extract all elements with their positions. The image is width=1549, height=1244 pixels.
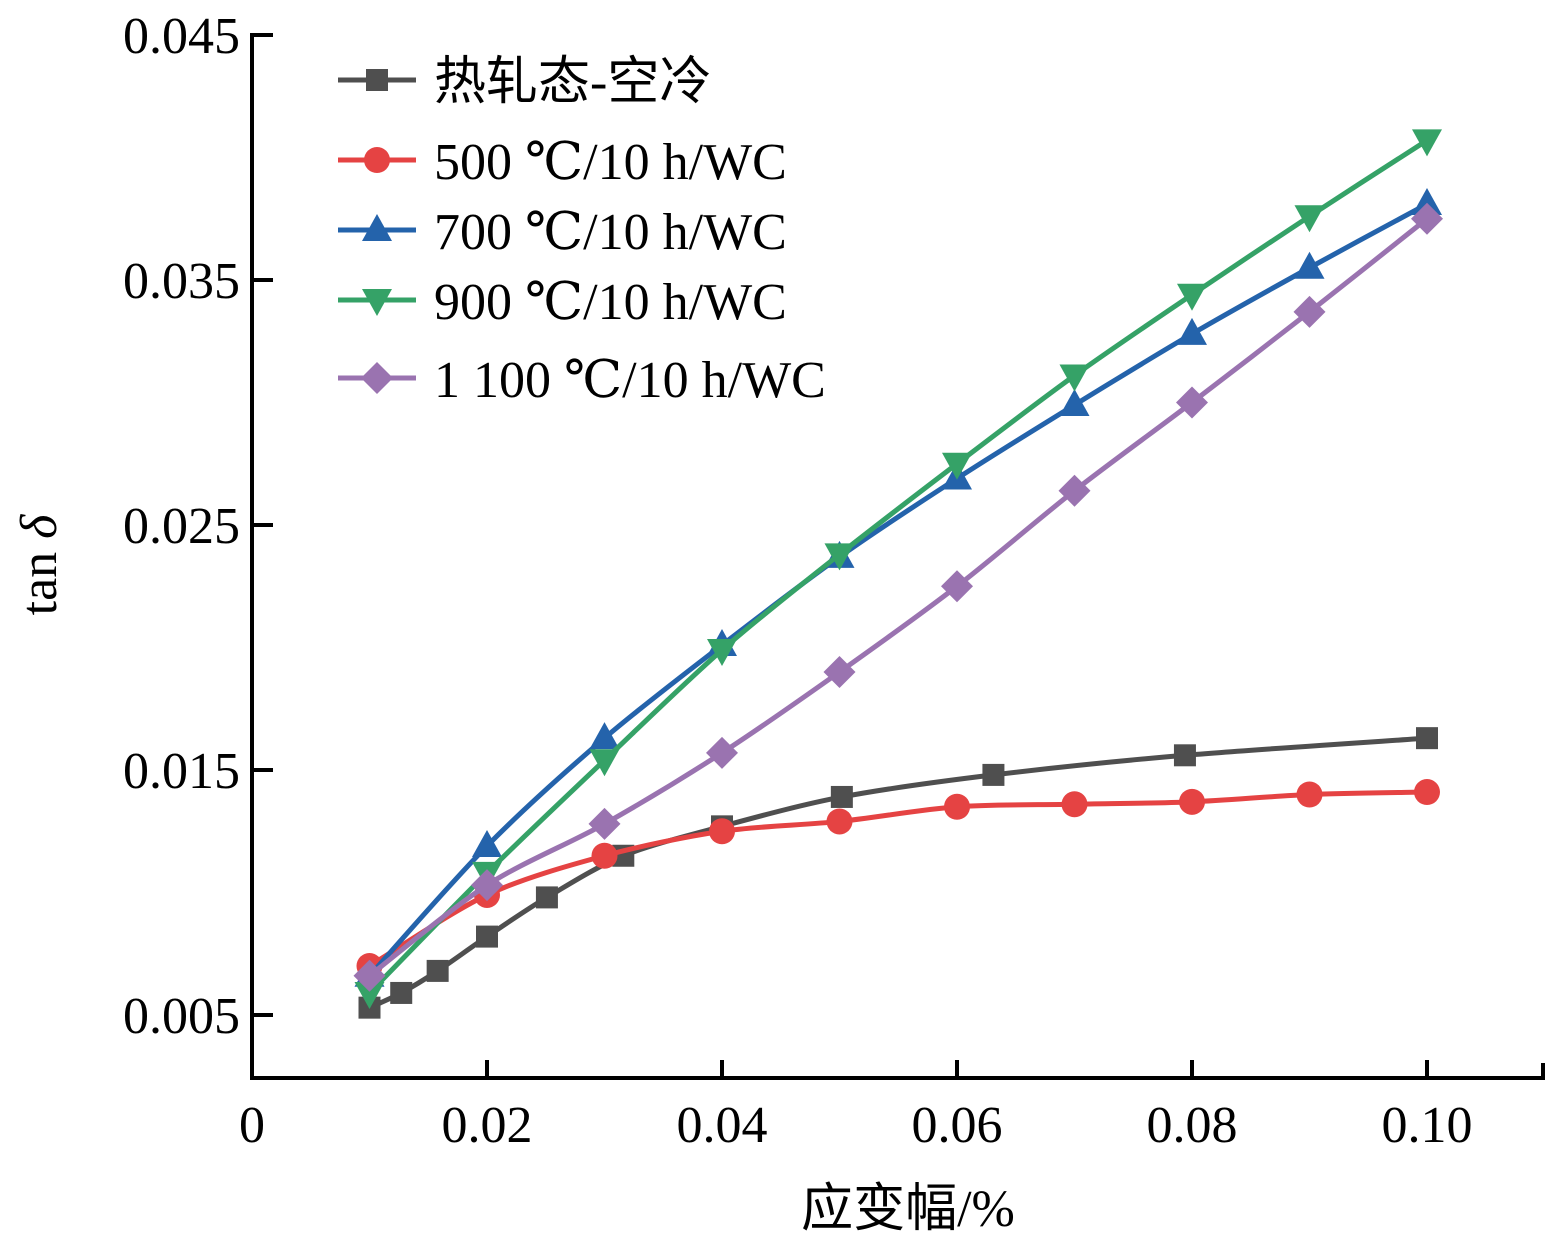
legend-item: 热轧态-空冷 <box>338 54 711 111</box>
data-point <box>353 959 386 992</box>
data-point <box>1173 744 1196 767</box>
y-axis-title: tan δ <box>11 514 68 616</box>
data-point <box>830 785 853 808</box>
series-2 <box>356 779 1440 979</box>
data-point <box>589 749 620 777</box>
data-point <box>707 638 737 666</box>
y-tick-label: 0.045 <box>123 8 240 65</box>
y-ticks: 0.005 0.015 0.025 0.035 0.045 <box>123 8 273 1045</box>
x-ticks: 0 0.02 0.04 0.06 0.08 0.10 <box>239 1060 1473 1154</box>
data-point <box>982 763 1005 786</box>
data-point <box>591 842 618 869</box>
series-5 <box>353 202 1443 992</box>
data-point <box>471 869 503 902</box>
y-tick-label: 0.015 <box>123 743 240 800</box>
legend-item: 900 ℃/10 h/WC <box>338 274 787 331</box>
data-point <box>942 452 972 480</box>
data-point <box>1411 202 1443 235</box>
data-point <box>535 886 558 909</box>
legend-marker <box>364 147 390 173</box>
x-tick-label: 0.02 <box>442 1097 533 1154</box>
legend: 热轧态-空冷 500 ℃/10 h/WC 700 ℃/10 h/WC 900 ℃/10… <box>338 54 826 409</box>
data-point <box>1061 791 1088 818</box>
data-point <box>823 656 856 688</box>
series-line <box>367 216 1429 978</box>
data-point <box>826 808 853 835</box>
x-tick-label: 0.04 <box>677 1097 768 1154</box>
legend-label: 700 ℃/10 h/WC <box>434 204 787 261</box>
x-tick-label: 0.08 <box>1147 1097 1238 1154</box>
data-point <box>941 570 973 603</box>
data-point <box>1414 779 1440 806</box>
legend-item: 1 100 ℃/10 h/WC <box>338 352 826 409</box>
y-tick-label: 0.005 <box>123 988 240 1045</box>
data-point <box>824 543 855 571</box>
data-point <box>589 722 620 750</box>
data-point <box>1058 474 1091 507</box>
data-point <box>1177 317 1207 345</box>
legend-label: 热轧态-空冷 <box>434 54 711 111</box>
legend-marker <box>362 214 392 241</box>
y-axis-title-symbol: δ <box>11 514 68 539</box>
data-point <box>1412 188 1442 216</box>
series-layer <box>353 129 1443 1019</box>
data-point <box>1176 386 1208 419</box>
data-point <box>354 981 385 1009</box>
data-point <box>1293 295 1326 328</box>
legend-marker <box>366 69 388 91</box>
data-point <box>706 736 738 769</box>
x-tick-label: 0.06 <box>912 1097 1003 1154</box>
data-point <box>1179 788 1205 815</box>
legend-marker <box>361 362 393 394</box>
data-point <box>390 981 413 1004</box>
legend-label: 1 100 ℃/10 h/WC <box>434 352 826 409</box>
series-line <box>367 138 1429 995</box>
data-point <box>588 807 621 840</box>
x-axis-title: 应变幅/% <box>801 1181 1015 1238</box>
legend-label: 900 ℃/10 h/WC <box>434 274 787 331</box>
data-point <box>1294 251 1325 279</box>
data-point <box>944 793 970 820</box>
series-line <box>368 735 1428 1010</box>
x-tick-label: 0 <box>239 1097 265 1154</box>
data-point <box>1177 283 1207 311</box>
data-point <box>1296 781 1323 808</box>
data-point <box>1059 364 1090 392</box>
data-point <box>1416 727 1438 750</box>
series-4 <box>354 129 1442 1009</box>
data-point <box>1294 205 1325 233</box>
legend-item: 700 ℃/10 h/WC <box>338 204 787 261</box>
data-point <box>426 959 449 982</box>
y-tick-label: 0.025 <box>123 498 240 555</box>
data-point <box>476 925 498 948</box>
data-point <box>1059 388 1090 416</box>
data-point <box>472 829 502 857</box>
data-point <box>1412 129 1442 157</box>
series-1 <box>358 727 1438 1019</box>
series-line <box>368 789 1428 969</box>
legend-item: 500 ℃/10 h/WC <box>338 134 787 191</box>
legend-label: 500 ℃/10 h/WC <box>434 134 787 191</box>
data-point <box>709 818 735 845</box>
y-axis-title-text: tan <box>11 539 68 616</box>
x-tick-label: 0.10 <box>1382 1097 1473 1154</box>
y-tick-label: 0.035 <box>123 253 240 310</box>
series-line <box>367 201 1429 978</box>
legend-marker <box>362 289 392 316</box>
